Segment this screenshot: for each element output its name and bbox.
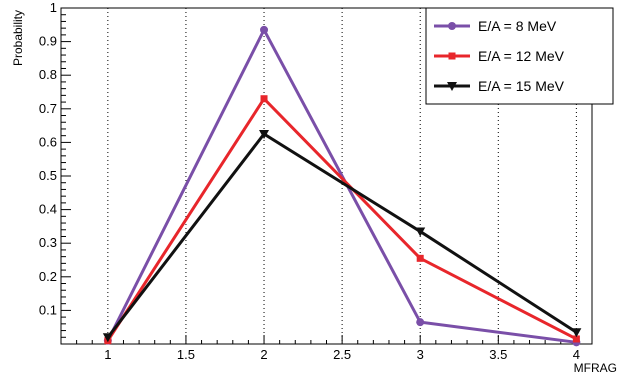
y-tick-label: 0.7	[39, 101, 57, 116]
x-tick-label: 2.5	[333, 347, 351, 362]
series-line-2	[106, 96, 578, 342]
series-line-1	[106, 26, 577, 344]
y-tick-label: 1	[50, 0, 57, 15]
legend-label: E/A = 15 MeV	[478, 78, 565, 94]
data-point-3	[102, 333, 113, 343]
data-point-2	[572, 335, 580, 343]
x-tick-label: 3	[417, 347, 424, 362]
legend-label: E/A = 8 MeV	[478, 18, 557, 34]
series-layer	[102, 25, 582, 347]
legend-marker	[447, 82, 457, 91]
legend-label: E/A = 12 MeV	[478, 48, 565, 64]
x-tick-label: 1	[104, 347, 111, 362]
y-tick-label: 0.6	[39, 134, 57, 149]
x-tick-label: 1.5	[177, 347, 195, 362]
x-tick-label: 4	[573, 347, 580, 362]
y-tick-label: 0.5	[39, 168, 57, 183]
y-tick-label: 0.9	[39, 34, 57, 49]
legend-marker	[448, 22, 456, 30]
y-tick-label: 0.3	[39, 235, 57, 250]
y-tick-label: 0.8	[39, 67, 57, 82]
data-point-3	[415, 227, 426, 237]
x-axis-title: MFRAG	[574, 361, 617, 374]
x-tick-label: 3.5	[489, 347, 507, 362]
axis-ticks: 1 1.5 2 2.5 3 3.5 4 0.1 0.2 0.3 0.4 0.5 0.6 0.7 0.8 0.9…	[39, 0, 593, 362]
data-point-3	[571, 328, 582, 338]
data-point-2	[260, 95, 268, 103]
y-axis-title: Probability	[11, 10, 25, 66]
data-point-2	[416, 254, 424, 262]
y-tick-label: 0.1	[39, 302, 57, 317]
series-line-3	[106, 132, 578, 339]
data-point-3	[259, 130, 270, 139]
legend: E/A = 8 MeV E/A = 12 MeV E/A = 15 MeV	[425, 7, 614, 105]
legend-marker	[448, 52, 456, 60]
data-point-1	[260, 25, 269, 34]
x-tick-label: 2	[260, 347, 267, 362]
data-point-1	[416, 318, 425, 327]
y-tick-label: 0.2	[39, 269, 57, 284]
y-tick-label: 0.4	[39, 202, 57, 217]
